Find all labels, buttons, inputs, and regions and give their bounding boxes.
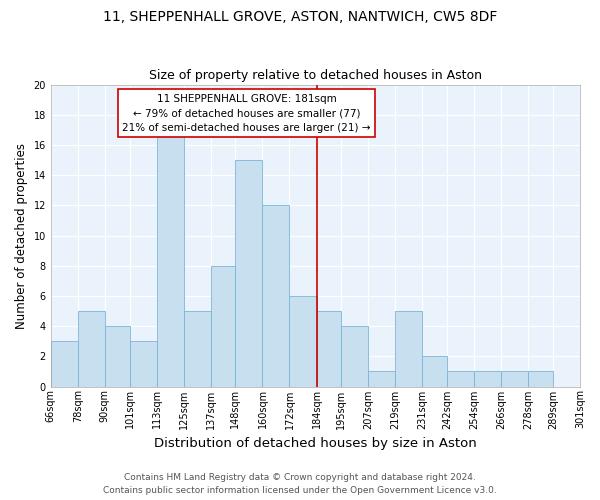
Text: Contains HM Land Registry data © Crown copyright and database right 2024.
Contai: Contains HM Land Registry data © Crown c… (103, 474, 497, 495)
Bar (211, 266, 235, 386)
Bar (528, 372, 553, 386)
Bar (105, 326, 130, 386)
Bar (447, 372, 474, 386)
Bar (78, 311, 105, 386)
Bar (157, 130, 184, 386)
Title: Size of property relative to detached houses in Aston: Size of property relative to detached ho… (149, 69, 482, 82)
Bar (368, 372, 395, 386)
Bar (422, 356, 447, 386)
Bar (317, 311, 341, 386)
Bar (262, 206, 289, 386)
X-axis label: Distribution of detached houses by size in Aston: Distribution of detached houses by size … (154, 437, 477, 450)
Bar (184, 311, 211, 386)
Bar (341, 326, 368, 386)
Bar (501, 372, 528, 386)
Bar (395, 311, 422, 386)
Bar (51, 341, 78, 386)
Bar (235, 160, 262, 386)
Text: 11 SHEPPENHALL GROVE: 181sqm
← 79% of detached houses are smaller (77)
21% of se: 11 SHEPPENHALL GROVE: 181sqm ← 79% of de… (122, 94, 371, 133)
Y-axis label: Number of detached properties: Number of detached properties (15, 142, 28, 328)
Bar (474, 372, 501, 386)
Bar (289, 296, 317, 386)
Text: 11, SHEPPENHALL GROVE, ASTON, NANTWICH, CW5 8DF: 11, SHEPPENHALL GROVE, ASTON, NANTWICH, … (103, 10, 497, 24)
Bar (130, 341, 157, 386)
